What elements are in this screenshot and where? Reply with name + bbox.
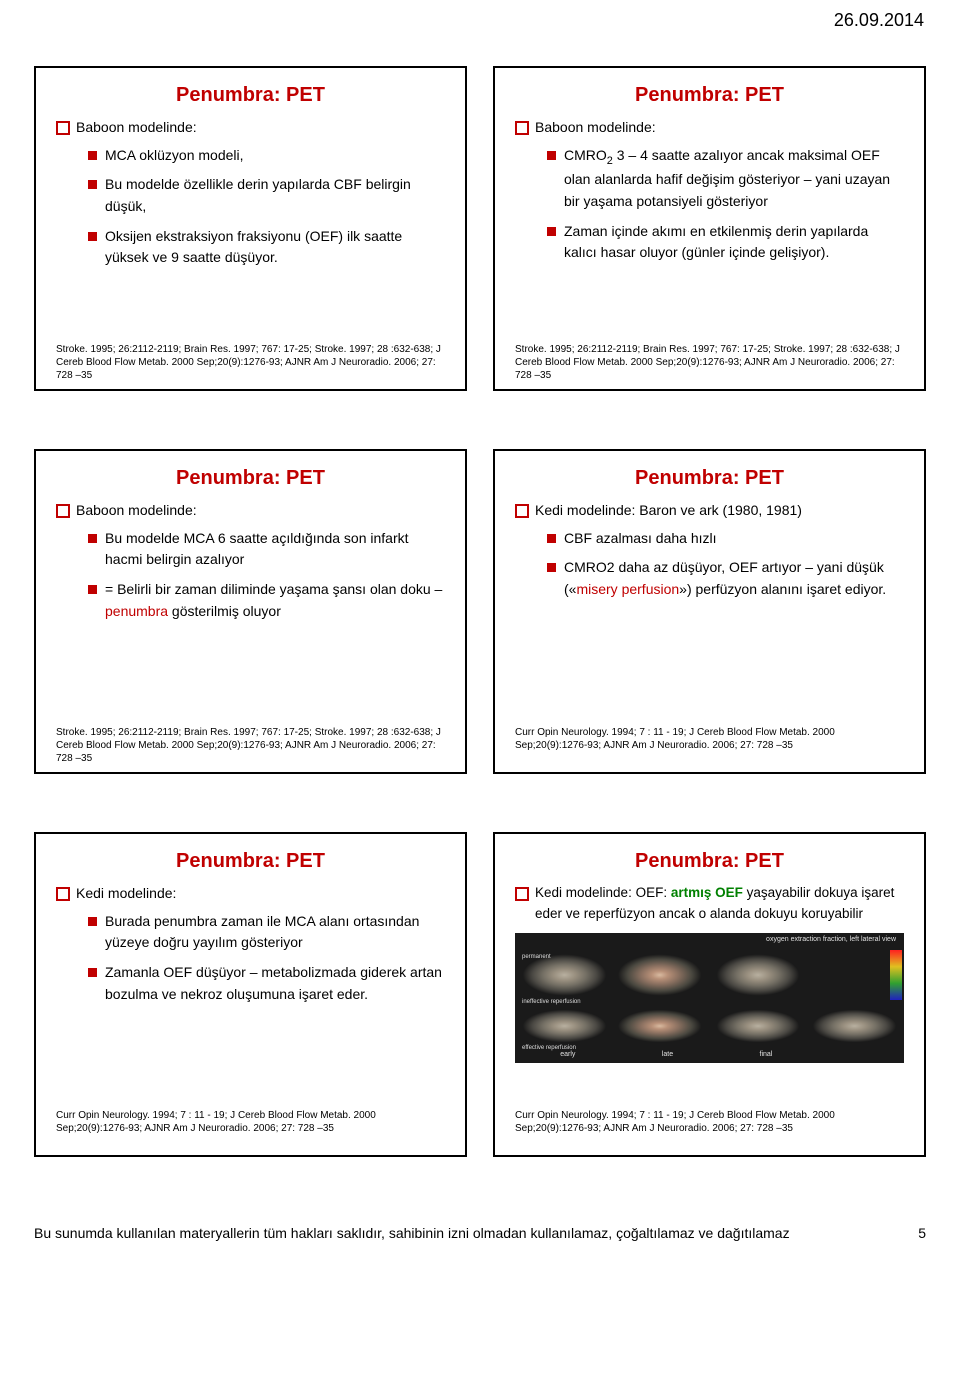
slide-reference: Stroke. 1995; 26:2112-2119; Brain Res. 1… bbox=[515, 339, 904, 379]
slide-title: Penumbra: PET bbox=[56, 850, 445, 873]
hollow-square-icon bbox=[515, 887, 529, 901]
slide-title: Penumbra: PET bbox=[56, 84, 445, 107]
slide-reference: Stroke. 1995; 26:2112-2119; Brain Res. 1… bbox=[56, 339, 445, 379]
slide-reference: Curr Opin Neurology. 1994; 7 : 11 - 19; … bbox=[56, 1105, 445, 1145]
subbullet-text: Zaman içinde akımı en etkilenmiş derin y… bbox=[564, 221, 904, 264]
page-footer: Bu sunumda kullanılan materyallerin tüm … bbox=[34, 1219, 926, 1253]
solid-square-icon bbox=[547, 563, 556, 572]
brain-scan-cell: ineffective reperfusion effective reperf… bbox=[520, 1007, 609, 1045]
solid-square-icon bbox=[547, 227, 556, 236]
slide-2: Penumbra: PET Baboon modelinde: CMRO2 3 … bbox=[493, 66, 926, 391]
slide-title: Penumbra: PET bbox=[515, 84, 904, 107]
slide-title: Penumbra: PET bbox=[515, 467, 904, 490]
bullet-text: Kedi modelinde: Baron ve ark (1980, 1981… bbox=[535, 500, 904, 522]
brain-scan-cell: permanent bbox=[520, 951, 609, 999]
solid-square-icon bbox=[88, 151, 97, 160]
slide-6: Penumbra: PET Kedi modelinde: OEF: artmı… bbox=[493, 832, 926, 1157]
bullet-text: Baboon modelinde: bbox=[76, 500, 445, 522]
page-number: 5 bbox=[918, 1225, 926, 1241]
scan-bottom-label: early bbox=[560, 1050, 575, 1061]
slide-content: Baboon modelinde: MCA oklüzyon modeli, B… bbox=[56, 117, 445, 339]
brain-scan-cell bbox=[810, 1007, 899, 1045]
bullet-text: Baboon modelinde: bbox=[76, 117, 445, 139]
bullet-text: Kedi modelinde: bbox=[76, 883, 445, 905]
slide-5: Penumbra: PET Kedi modelinde: Burada pen… bbox=[34, 832, 467, 1157]
colorbar bbox=[807, 948, 902, 1002]
solid-square-icon bbox=[88, 917, 97, 926]
footer-text: Bu sunumda kullanılan materyallerin tüm … bbox=[34, 1225, 790, 1241]
slide-3: Penumbra: PET Baboon modelinde: Bu model… bbox=[34, 449, 467, 774]
solid-square-icon bbox=[88, 232, 97, 241]
solid-square-icon bbox=[88, 585, 97, 594]
slide-content: Kedi modelinde: Baron ve ark (1980, 1981… bbox=[515, 500, 904, 722]
subbullet-text: CMRO2 daha az düşüyor, OEF artıyor – yan… bbox=[564, 557, 904, 600]
scan-bottom-label: final bbox=[760, 1050, 773, 1061]
subbullet-text: Burada penumbra zaman ile MCA alanı orta… bbox=[105, 911, 445, 954]
page-date: 26.09.2014 bbox=[834, 10, 924, 31]
scan-bottom-labels: early late final bbox=[517, 1050, 902, 1061]
slide-content: Baboon modelinde: Bu modelde MCA 6 saatt… bbox=[56, 500, 445, 722]
slides-grid: Penumbra: PET Baboon modelinde: MCA oklü… bbox=[34, 66, 926, 1157]
solid-square-icon bbox=[88, 534, 97, 543]
bullet-text: Kedi modelinde: OEF: artmış OEF yaşayabi… bbox=[535, 883, 904, 925]
slide-content: Kedi modelinde: OEF: artmış OEF yaşayabi… bbox=[515, 883, 904, 1105]
slide-4: Penumbra: PET Kedi modelinde: Baron ve a… bbox=[493, 449, 926, 774]
slide-title: Penumbra: PET bbox=[515, 850, 904, 873]
slide-1: Penumbra: PET Baboon modelinde: MCA oklü… bbox=[34, 66, 467, 391]
subbullet-text: CBF azalması daha hızlı bbox=[564, 528, 904, 550]
slide-reference: Curr Opin Neurology. 1994; 7 : 11 - 19; … bbox=[515, 722, 904, 762]
page: 26.09.2014 Penumbra: PET Baboon modelind… bbox=[0, 0, 960, 1261]
solid-square-icon bbox=[547, 534, 556, 543]
solid-square-icon bbox=[88, 180, 97, 189]
hollow-square-icon bbox=[515, 121, 529, 135]
slide-title: Penumbra: PET bbox=[56, 467, 445, 490]
hollow-square-icon bbox=[56, 121, 70, 135]
solid-square-icon bbox=[547, 151, 556, 160]
brain-scan-figure: oxygen extraction fraction, left lateral… bbox=[515, 933, 904, 1063]
slide-content: Baboon modelinde: CMRO2 3 – 4 saatte aza… bbox=[515, 117, 904, 339]
subbullet-text: = Belirli bir zaman diliminde yaşama şan… bbox=[105, 579, 445, 622]
scan-top-label: oxygen extraction fraction, left lateral… bbox=[517, 935, 902, 946]
hollow-square-icon bbox=[56, 887, 70, 901]
scan-row-label: effective reperfusion bbox=[522, 1045, 576, 1051]
scan-row-label: permanent bbox=[522, 953, 551, 962]
subbullet-text: CMRO2 3 – 4 saatte azalıyor ancak maksim… bbox=[564, 145, 904, 213]
subbullet-text: Bu modelde özellikle derin yapılarda CBF… bbox=[105, 174, 445, 217]
solid-square-icon bbox=[88, 968, 97, 977]
slide-content: Kedi modelinde: Burada penumbra zaman il… bbox=[56, 883, 445, 1105]
brain-scan-cell bbox=[617, 951, 706, 999]
bullet-text: Baboon modelinde: bbox=[535, 117, 904, 139]
hollow-square-icon bbox=[515, 504, 529, 518]
subbullet-text: Zamanla OEF düşüyor – metabolizmada gide… bbox=[105, 962, 445, 1005]
scan-bottom-label: late bbox=[662, 1050, 673, 1061]
hollow-square-icon bbox=[56, 504, 70, 518]
brain-scan-cell bbox=[714, 951, 803, 999]
slide-reference: Stroke. 1995; 26:2112-2119; Brain Res. 1… bbox=[56, 722, 445, 762]
subbullet-text: Oksijen ekstraksiyon fraksiyonu (OEF) il… bbox=[105, 226, 445, 269]
scan-row-label: ineffective reperfusion bbox=[522, 999, 581, 1005]
brain-scan-cell bbox=[617, 1007, 706, 1045]
subbullet-text: MCA oklüzyon modeli, bbox=[105, 145, 445, 167]
slide-reference: Curr Opin Neurology. 1994; 7 : 11 - 19; … bbox=[515, 1105, 904, 1145]
brain-scan-cell bbox=[714, 1007, 803, 1045]
subbullet-text: Bu modelde MCA 6 saatte açıldığında son … bbox=[105, 528, 445, 571]
